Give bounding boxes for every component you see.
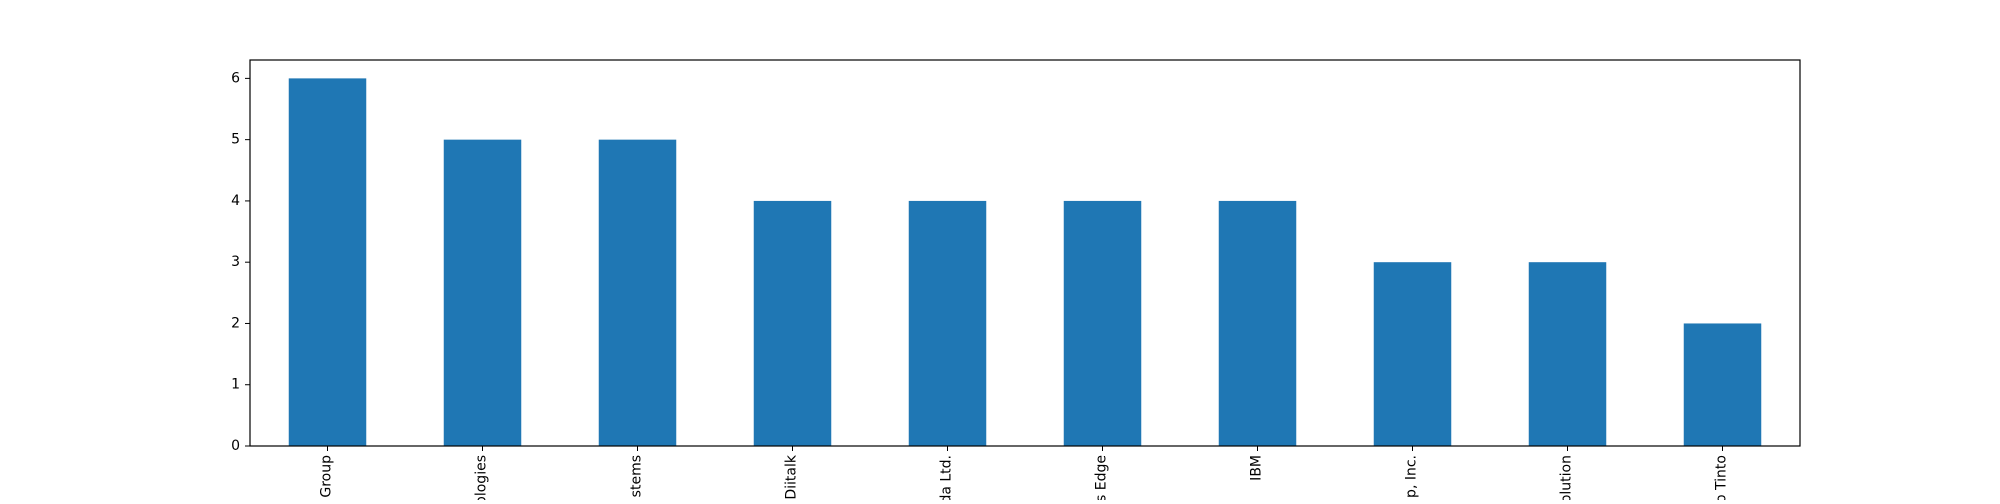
plot-area-frame [249, 59, 1801, 447]
y-tick-label: 1 [231, 377, 240, 393]
x-axis: Group ologies stems Diitalk da Ltd. s Edge IBM… [319, 446, 1730, 504]
x-tick-label: da Ltd. [939, 455, 955, 500]
x-tick-label: s Edge [1094, 455, 1110, 500]
bar [1528, 262, 1607, 446]
x-tick-label: Diitalk [784, 454, 800, 500]
y-axis: 0 1 2 3 4 5 6 [231, 70, 250, 454]
y-tick-label: 5 [231, 132, 240, 148]
bar [288, 78, 367, 446]
bar [1683, 323, 1762, 446]
bar [598, 139, 677, 446]
x-tick-label: IBM [1249, 455, 1265, 481]
bar [1218, 200, 1297, 446]
x-tick-label: ologies [474, 455, 490, 500]
y-tick-label: 3 [231, 254, 240, 270]
bar [1373, 262, 1452, 446]
y-tick-label: 4 [231, 193, 240, 209]
bar [753, 200, 832, 446]
bar [1063, 200, 1142, 446]
y-tick-label: 2 [231, 315, 240, 331]
x-tick-label: stems [629, 455, 645, 497]
y-tick-label: 0 [231, 438, 240, 454]
x-tick-label: o Tinto [1714, 455, 1730, 500]
bars-layer [288, 78, 1762, 446]
bar [908, 200, 987, 446]
x-tick-label: olution [1559, 455, 1575, 500]
x-tick-label: Group [319, 455, 335, 498]
bar [443, 139, 522, 446]
x-tick-label: p, Inc. [1404, 455, 1420, 498]
y-tick-label: 6 [231, 70, 240, 86]
